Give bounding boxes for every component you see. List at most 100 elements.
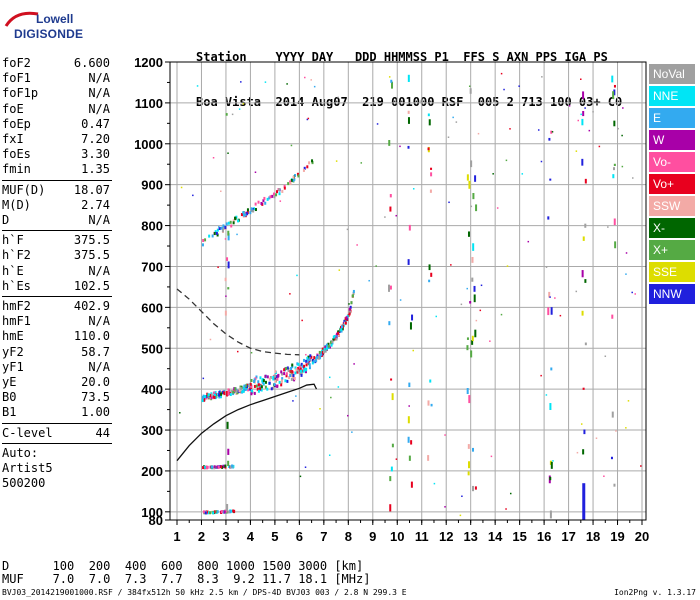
- noise-streak: [467, 444, 470, 449]
- legend-item: Vo-: [649, 152, 695, 172]
- noise-streak: [472, 485, 475, 492]
- noise-dot: [225, 295, 227, 297]
- x-tick-label: 9: [369, 529, 376, 544]
- echo-point: [351, 294, 354, 298]
- echo-point: [293, 377, 296, 381]
- echo-point: [345, 316, 348, 320]
- param-value: 375.5: [73, 248, 110, 263]
- echo-point: [335, 337, 338, 341]
- param-value: N/A: [88, 71, 110, 86]
- echo-point: [303, 367, 306, 371]
- noise-streak: [389, 194, 392, 198]
- noise-dot: [592, 111, 594, 113]
- noise-dot: [490, 455, 493, 458]
- noise-streak: [470, 160, 473, 168]
- noise-streak: [550, 307, 553, 315]
- noise-dot: [335, 160, 338, 162]
- noise-streak: [613, 163, 616, 166]
- param-value: 6.600: [73, 56, 110, 70]
- y-tick-label: 100: [141, 505, 163, 520]
- echo-point: [337, 331, 340, 335]
- noise-streak: [550, 367, 553, 371]
- echo-point: [228, 464, 231, 468]
- echo-point: [266, 387, 269, 391]
- noise-streak: [407, 117, 410, 124]
- x-tick-label: 5: [271, 529, 278, 544]
- noise-streak: [471, 340, 474, 345]
- noise-streak: [227, 233, 230, 241]
- echo-point: [272, 376, 275, 380]
- echo-point: [260, 388, 263, 392]
- noise-dot: [598, 145, 601, 148]
- param-key: yF1: [2, 359, 24, 374]
- echo-point: [243, 384, 246, 388]
- y-tick-label: 800: [141, 219, 163, 234]
- noise-dot: [554, 297, 556, 299]
- x-tick-label: 7: [320, 529, 327, 544]
- noise-dot: [179, 412, 181, 414]
- echo-point: [237, 219, 240, 223]
- echo-point: [223, 391, 226, 395]
- noise-dot: [627, 400, 630, 402]
- param-value: 2.74: [81, 197, 110, 212]
- echo-point: [223, 510, 226, 514]
- echo-point: [217, 465, 220, 469]
- chart-curves: [176, 288, 318, 462]
- legend-item: X-: [649, 218, 695, 238]
- echo-point: [257, 380, 260, 384]
- noise-streak: [427, 455, 430, 461]
- noise-streak: [428, 279, 431, 283]
- echo-point: [224, 464, 227, 468]
- noise-streak: [548, 137, 551, 141]
- echo-point: [327, 342, 330, 346]
- noise-streak: [226, 257, 229, 261]
- noise-streak: [429, 189, 432, 193]
- param-value: 73.5: [81, 390, 110, 405]
- param-key: B1: [2, 405, 17, 420]
- noise-dot: [310, 79, 312, 81]
- header-values: Boa Vista 2014 Aug07 219 001000 RSF 005 …: [196, 95, 623, 109]
- echo-point: [224, 225, 227, 229]
- echo-point: [285, 374, 288, 378]
- noise-dot: [328, 454, 331, 456]
- echo-point: [241, 389, 244, 393]
- noise-dot: [505, 159, 508, 162]
- param-key: yF2: [2, 344, 24, 359]
- noise-dot: [231, 113, 234, 116]
- echo-point: [212, 511, 215, 515]
- noise-streak: [389, 476, 392, 482]
- noise-dot: [395, 214, 397, 217]
- echo-point: [203, 398, 206, 402]
- noise-streak: [467, 471, 470, 476]
- noise-dot: [408, 405, 410, 407]
- noise-dot: [338, 269, 341, 271]
- echo-point: [268, 196, 271, 200]
- noise-dot: [470, 205, 473, 208]
- noise-dot: [521, 173, 524, 175]
- echo-point: [201, 243, 204, 247]
- param-row: foEs 3.30: [2, 147, 110, 162]
- noise-streak: [613, 483, 616, 487]
- echo-point: [283, 186, 286, 190]
- noise-dot: [299, 475, 302, 478]
- echo-point: [325, 343, 328, 347]
- noise-dot: [480, 284, 483, 287]
- y-tick-label: 400: [141, 382, 163, 397]
- echo-point: [349, 310, 352, 314]
- noise-dot: [625, 273, 627, 275]
- noise-dot: [450, 264, 452, 266]
- noise-dot: [319, 408, 321, 410]
- noise-dot: [540, 374, 542, 377]
- param-row: hmF2 402.9: [2, 299, 110, 314]
- param-row: B0 73.5: [2, 390, 110, 405]
- noise-streak: [612, 174, 615, 179]
- echo-point: [257, 389, 260, 393]
- noise-streak: [549, 510, 552, 519]
- noise-dot: [296, 274, 298, 277]
- echo-point: [259, 376, 262, 380]
- echo-point: [331, 340, 334, 344]
- noise-dot: [236, 350, 239, 353]
- echo-point: [332, 338, 335, 342]
- noise-streak: [224, 310, 227, 316]
- echo-point: [291, 370, 294, 374]
